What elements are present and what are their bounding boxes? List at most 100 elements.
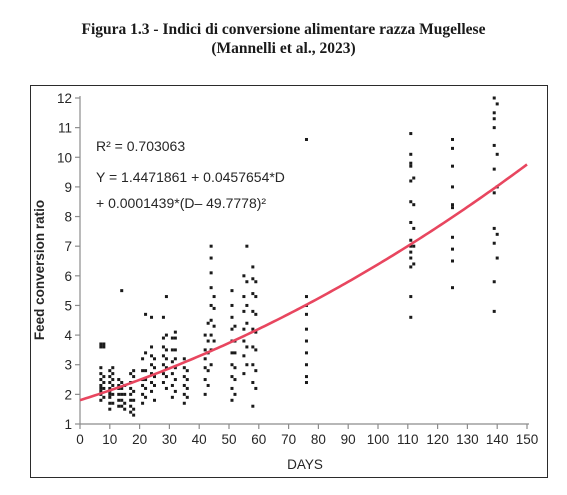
- data-point: [212, 339, 216, 343]
- data-point: [99, 389, 103, 393]
- data-point: [132, 389, 136, 393]
- caption-line-1: Figura 1.3 - Indici di conversione alime…: [81, 21, 486, 38]
- data-point: [117, 392, 121, 396]
- data-point: [153, 375, 156, 379]
- data-point: [150, 315, 154, 319]
- data-point: [209, 256, 213, 260]
- data-point: [185, 378, 189, 382]
- data-point: [409, 200, 413, 204]
- x-axis-ticks: 0 10 20 30 40 50 60 70 80 90 100 110 120 130 140 150: [76, 424, 538, 447]
- data-point: [182, 401, 186, 405]
- x-tick-label: 150: [516, 432, 539, 447]
- data-point: [120, 381, 124, 385]
- data-point: [173, 378, 177, 382]
- y-tick-label: 3: [64, 358, 72, 373]
- data-point: [132, 407, 136, 411]
- data-point: [304, 312, 308, 316]
- x-tick-label: 100: [367, 432, 390, 447]
- data-point: [129, 404, 133, 408]
- data-point: [150, 389, 154, 393]
- data-point: [251, 292, 255, 296]
- y-tick-label: 5: [64, 298, 72, 313]
- data-point: [108, 395, 112, 399]
- data-point: [245, 345, 249, 349]
- data-point: [161, 381, 165, 385]
- data-point: [245, 363, 249, 367]
- data-point: [161, 372, 165, 376]
- data-point: [451, 235, 454, 239]
- data-point: [99, 383, 103, 387]
- y-tick-label: 7: [64, 239, 72, 254]
- data-point: [242, 339, 246, 343]
- data-point: [108, 401, 112, 405]
- data-point: [451, 247, 454, 251]
- data-point: [451, 203, 454, 207]
- data-point: [153, 383, 156, 387]
- y-tick-label: 2: [64, 387, 72, 402]
- data-point: [144, 312, 148, 316]
- x-tick-label: 40: [192, 432, 207, 447]
- data-point: [144, 369, 148, 373]
- data-point: [129, 372, 133, 376]
- data-point: [120, 289, 124, 293]
- data-point: [120, 404, 124, 408]
- data-point: [233, 351, 237, 355]
- data-point: [209, 363, 213, 367]
- data-point: [233, 324, 237, 328]
- data-point: [409, 315, 413, 319]
- data-point: [123, 401, 127, 405]
- data-point: [132, 398, 136, 402]
- data-point: [206, 383, 210, 387]
- data-point: [254, 369, 258, 373]
- data-point: [102, 342, 106, 346]
- y-tick-label: 4: [64, 328, 72, 343]
- data-point: [161, 315, 165, 319]
- caption-line-2: (Mannelli et al., 2023): [211, 40, 356, 57]
- data-point: [492, 117, 496, 121]
- data-point: [111, 366, 115, 370]
- data-point: [173, 330, 177, 334]
- data-point: [245, 280, 249, 284]
- data-point: [182, 375, 186, 379]
- data-point: [108, 375, 112, 379]
- data-point: [230, 386, 234, 390]
- figure-caption: Figura 1.3 - Indici di conversione alime…: [0, 20, 567, 58]
- data-point: [170, 348, 174, 352]
- data-point: [233, 366, 237, 370]
- data-point: [409, 161, 413, 165]
- data-point: [304, 351, 308, 355]
- data-point: [209, 318, 213, 322]
- data-point: [153, 366, 156, 370]
- data-point: [242, 274, 246, 278]
- data-point: [304, 375, 308, 379]
- equation-line-1: Y = 1.4471861 + 0.0457654*D: [96, 169, 285, 185]
- data-point: [102, 345, 106, 349]
- data-point: [409, 152, 413, 156]
- data-point: [254, 312, 258, 316]
- data-point: [141, 401, 145, 405]
- chart-frame: [30, 85, 548, 478]
- data-point: [492, 143, 496, 147]
- data-point: [412, 176, 416, 180]
- data-point: [108, 392, 112, 396]
- y-axis-title: Feed conversion ratio: [32, 200, 47, 340]
- data-point: [117, 404, 121, 408]
- data-point: [451, 185, 454, 189]
- data-point: [203, 357, 207, 361]
- data-point: [141, 392, 145, 396]
- data-point: [102, 395, 106, 399]
- data-point: [120, 398, 124, 402]
- data-point: [254, 295, 258, 299]
- data-point: [111, 401, 115, 405]
- data-point: [170, 383, 174, 387]
- x-tick-label: 20: [132, 432, 147, 447]
- data-point: [185, 369, 189, 373]
- data-point: [206, 339, 210, 343]
- x-tick-label: 140: [486, 432, 509, 447]
- y-tick-label: 8: [64, 210, 72, 225]
- data-point: [412, 226, 416, 230]
- data-point: [304, 339, 308, 343]
- data-point: [451, 137, 454, 141]
- x-tick-label: 30: [162, 432, 177, 447]
- data-point: [132, 375, 136, 379]
